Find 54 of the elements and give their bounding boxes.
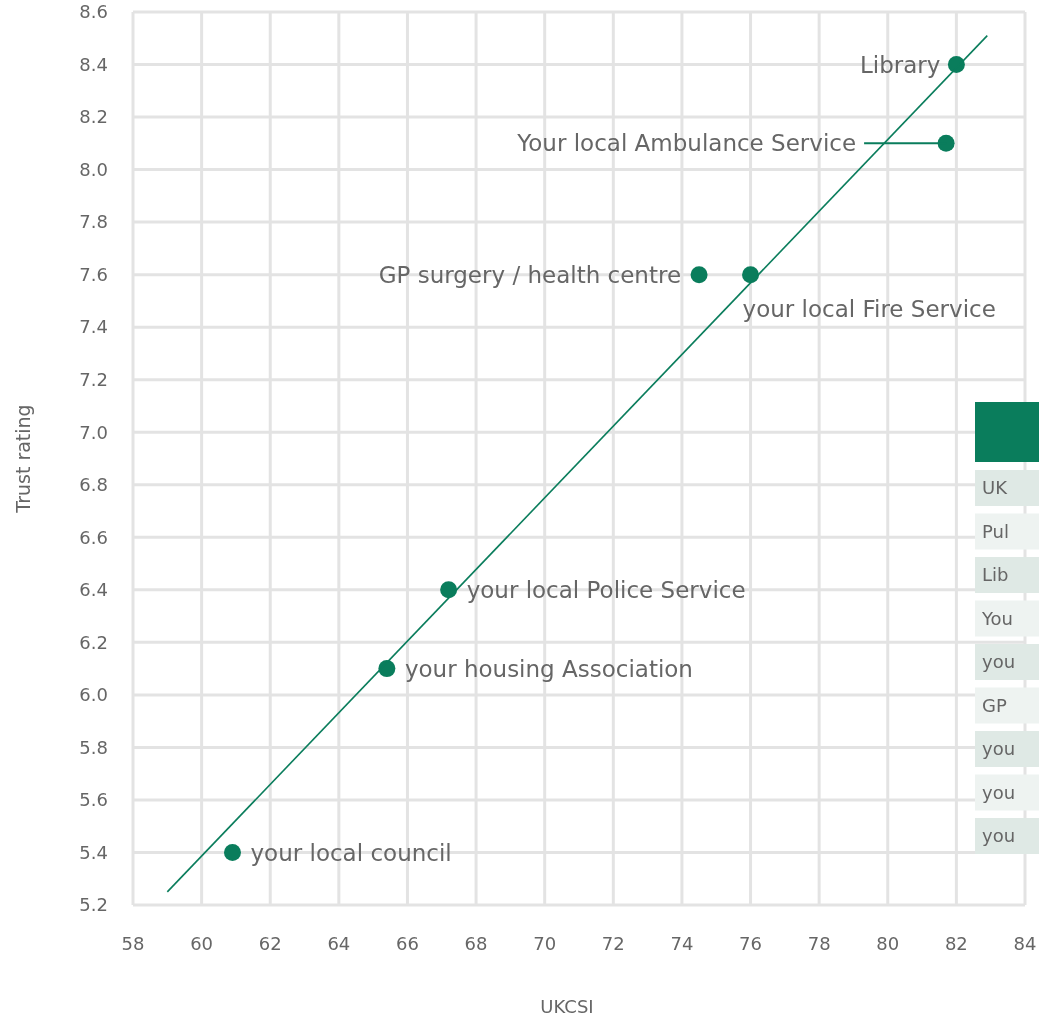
y-tick-label: 8.0 bbox=[79, 158, 108, 180]
y-tick-label: 7.4 bbox=[79, 316, 108, 338]
annotation: you bbox=[982, 825, 1016, 847]
y-tick-label: 5.6 bbox=[79, 789, 108, 811]
y-axis-title: Trust rating bbox=[12, 404, 34, 514]
point bbox=[223, 843, 241, 861]
y-tick-label: 6.8 bbox=[79, 474, 108, 496]
annotation: your local Police Service bbox=[466, 576, 746, 603]
y-tick-label: 5.4 bbox=[79, 841, 108, 863]
y-tick-label: 6.4 bbox=[79, 579, 108, 601]
annotation: your housing Association bbox=[404, 655, 693, 682]
y-tick-label: 6.2 bbox=[79, 631, 108, 653]
y-tick-label: 6.6 bbox=[79, 526, 108, 548]
x-tick-label: 72 bbox=[601, 933, 625, 954]
annotation: GP bbox=[982, 694, 1007, 716]
point bbox=[937, 134, 955, 152]
point bbox=[440, 581, 458, 599]
point bbox=[690, 266, 708, 284]
y-tick-label: 7.2 bbox=[79, 369, 108, 391]
y-tick-label: 7.8 bbox=[79, 211, 108, 233]
x-tick-label: 76 bbox=[739, 933, 762, 954]
annotation: You bbox=[981, 607, 1014, 629]
x-tick-label: 84 bbox=[1013, 933, 1037, 954]
annotation: Lib bbox=[982, 564, 1009, 586]
x-tick-label: 70 bbox=[533, 933, 557, 954]
x-tick-label: 78 bbox=[807, 933, 831, 954]
annotation: your local council bbox=[250, 839, 452, 866]
annotation: Your local Ambulance Service bbox=[516, 130, 857, 157]
x-tick-label: 66 bbox=[396, 933, 419, 954]
x-tick-label: 62 bbox=[258, 933, 282, 954]
annotation: you bbox=[982, 738, 1016, 760]
y-tick-label: 5.8 bbox=[79, 736, 108, 758]
y-tick-label: 6.0 bbox=[79, 684, 108, 706]
y-tick-label: 5.2 bbox=[79, 894, 108, 916]
y-tick-label: 7.6 bbox=[79, 263, 108, 285]
annotation: Pul bbox=[982, 520, 1009, 542]
x-tick-label: 80 bbox=[876, 933, 900, 954]
x-tick-label: 60 bbox=[190, 933, 214, 954]
annotation: GP surgery / health centre bbox=[378, 261, 682, 288]
x-tick-label: 82 bbox=[944, 933, 968, 954]
x-tick-label: 74 bbox=[670, 933, 694, 954]
annotation: Library bbox=[859, 51, 941, 78]
annotation: you bbox=[982, 781, 1016, 803]
annotation: your local Fire Service bbox=[742, 295, 996, 322]
annotation: UK bbox=[982, 477, 1009, 499]
y-tick-label: 7.0 bbox=[79, 421, 108, 443]
annotation: you bbox=[982, 651, 1016, 673]
y-tick-label: 8.4 bbox=[79, 53, 108, 75]
y-tick-label: 8.6 bbox=[79, 1, 108, 23]
y-tick-label: 8.2 bbox=[79, 106, 108, 128]
x-tick-label: 58 bbox=[121, 933, 145, 954]
x-tick-label: 68 bbox=[464, 933, 488, 954]
x-tick-label: 64 bbox=[327, 933, 351, 954]
x-axis-title: UKCSI bbox=[540, 996, 594, 1017]
